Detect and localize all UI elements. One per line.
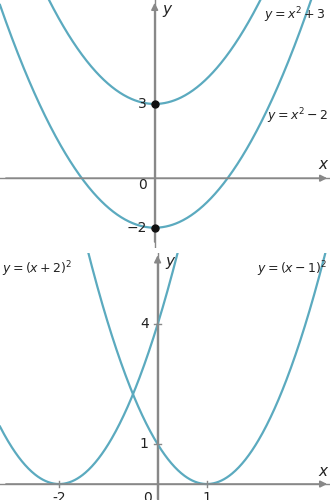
Text: 0: 0 — [138, 178, 147, 192]
Text: x: x — [318, 157, 327, 172]
Text: 1: 1 — [202, 491, 211, 500]
Text: 1: 1 — [140, 437, 149, 451]
Text: y: y — [162, 2, 171, 18]
Text: -2: -2 — [52, 491, 66, 500]
Text: 0: 0 — [143, 491, 152, 500]
Text: y: y — [165, 254, 174, 270]
Text: −2: −2 — [127, 220, 147, 234]
Text: $y = (x - 1)^2$: $y = (x - 1)^2$ — [257, 260, 328, 279]
Text: 3: 3 — [138, 97, 147, 111]
Text: $y = x^2 + 3$: $y = x^2 + 3$ — [264, 5, 325, 24]
Text: $y = (x + 2)^2$: $y = (x + 2)^2$ — [2, 260, 73, 279]
Text: $y = x^2 - 2$: $y = x^2 - 2$ — [267, 106, 327, 126]
Text: 4: 4 — [140, 318, 149, 332]
Text: x: x — [318, 464, 328, 479]
